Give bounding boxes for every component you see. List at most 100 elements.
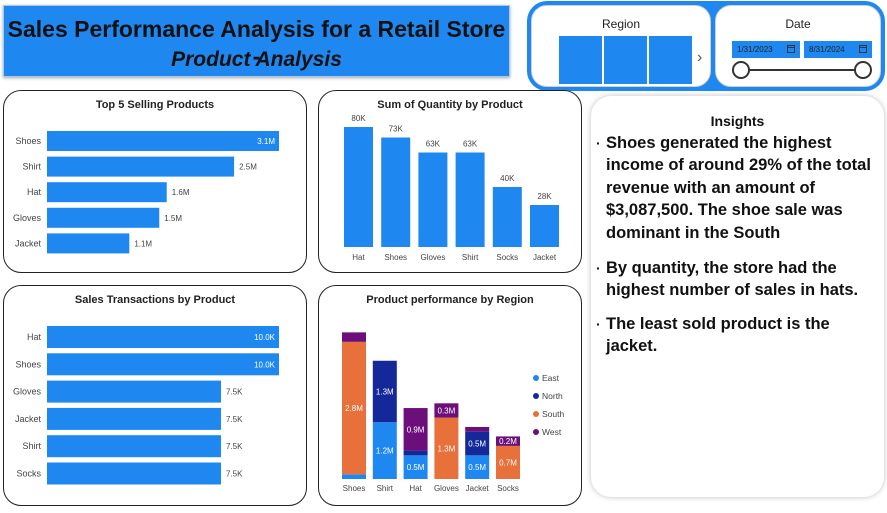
calendar-icon[interactable] — [859, 45, 867, 53]
transactions-card: Sales Transactions by Product Hat 10.0K Sh… — [3, 285, 307, 506]
chart-title: Sum of Quantity by Product — [377, 99, 523, 111]
bullet-icon: · — [596, 316, 601, 332]
bar-segment[interactable] — [403, 455, 428, 479]
category-label: Shirt — [22, 162, 41, 172]
bar[interactable] — [381, 137, 411, 248]
category-label: Shoes — [15, 359, 41, 369]
bar-segment[interactable] — [434, 403, 459, 418]
data-label: 1.6M — [172, 188, 190, 197]
bar-segment[interactable] — [465, 426, 490, 432]
region-performance-chart: 2.8M Shoes 1.2M 1.3M Shirt 0.5M 0.9M Hat 1.3M 0.3… — [342, 332, 564, 493]
category-label: Shoes — [384, 253, 407, 262]
bar[interactable] — [418, 152, 448, 248]
bar[interactable] — [530, 205, 559, 247]
quantity-chart: 80K Hat 73K Shoes 63K Gloves 63K Shirt 40K Socks 2… — [344, 114, 559, 262]
category-label: Jacket — [533, 253, 557, 262]
bar[interactable] — [47, 156, 235, 177]
bar-segment[interactable] — [434, 417, 459, 479]
region-tile[interactable] — [649, 36, 692, 84]
data-label: 1.3M — [438, 444, 456, 453]
bar[interactable] — [344, 127, 373, 247]
start-date-value: 1/31/2023 — [737, 45, 773, 54]
category-label: Hat — [27, 332, 42, 342]
bar-segment[interactable] — [403, 450, 428, 456]
insight-item: · The least sold product is the jacket. — [596, 313, 876, 358]
bar-segment[interactable] — [403, 408, 428, 451]
bar-segment[interactable] — [342, 474, 366, 479]
date-slider-start-handle[interactable] — [732, 61, 750, 79]
page-title: Sales Performance Analysis for a Retail … — [7, 16, 506, 69]
data-label: 0.5M — [407, 463, 425, 472]
bar[interactable] — [47, 207, 160, 228]
chart-title: Sales Transactions by Product — [74, 294, 236, 306]
category-label: Shoes — [343, 484, 366, 493]
date-slicer[interactable]: Date 1/31/2023 8/31/2024 — [715, 5, 881, 87]
category-label: Gloves — [13, 387, 42, 397]
bar-segment[interactable] — [342, 341, 366, 475]
insight-text: The least sold product is the jacket. — [606, 315, 830, 356]
legend-label: South — [542, 409, 564, 419]
page-title-banner: Sales Performance Analysis for a Retail … — [3, 5, 510, 77]
insight-text: Shoes generated the highest income of ar… — [606, 134, 871, 242]
data-label: 2.5M — [239, 163, 257, 172]
region-slicer[interactable]: Region › — [531, 5, 711, 87]
bar[interactable] — [47, 353, 279, 376]
category-label: Socks — [16, 469, 41, 479]
legend-label: East — [542, 373, 560, 383]
region-tile[interactable] — [559, 36, 602, 84]
data-label: 40K — [500, 174, 515, 183]
category-label: Jacket — [466, 484, 490, 493]
bar-segment[interactable] — [496, 445, 520, 479]
bar[interactable] — [47, 462, 221, 485]
calendar-icon[interactable] — [787, 45, 795, 53]
insight-text: By quantity, the store had the highest n… — [606, 259, 859, 300]
region-performance-card: Product performance by Region 2.8M Shoes 1… — [318, 285, 582, 506]
data-label: 7.5K — [226, 388, 243, 397]
end-date-input[interactable]: 8/31/2024 — [804, 41, 872, 58]
bar[interactable] — [47, 435, 221, 458]
region-slicer-title: Region — [601, 17, 641, 31]
date-slider-track[interactable] — [740, 69, 864, 71]
category-label: Gloves — [13, 213, 42, 223]
bar[interactable] — [47, 380, 221, 403]
data-label: 3.1M — [257, 137, 275, 146]
end-date-value: 8/31/2024 — [809, 45, 845, 54]
bar-segment[interactable] — [342, 332, 366, 342]
quantity-card: Sum of Quantity by Product 80K Hat 73K Shoe… — [318, 90, 582, 273]
bar[interactable] — [47, 233, 130, 254]
data-label: 1.3M — [376, 387, 394, 396]
data-label: 10.0K — [254, 360, 276, 369]
data-label: 7.5K — [226, 470, 243, 479]
date-slicer-title: Date — [785, 17, 811, 31]
legend-label: West — [542, 427, 562, 437]
filter-panel: Region › Date 1/31/2023 8/31/2024 — [527, 1, 885, 91]
chevron-right-icon[interactable]: › — [697, 49, 703, 66]
chart-title: Product performance by Region — [366, 294, 534, 306]
category-label: Hat — [409, 484, 422, 493]
data-label: 0.3M — [438, 406, 456, 415]
bar-segment[interactable] — [465, 431, 490, 456]
bar-segment[interactable] — [465, 455, 490, 479]
data-label: 0.2M — [499, 437, 517, 446]
date-slider-end-handle[interactable] — [854, 61, 872, 79]
bar[interactable] — [492, 187, 522, 247]
data-label: 2.8M — [345, 404, 363, 413]
legend-marker — [533, 411, 539, 417]
bar-segment[interactable] — [372, 360, 397, 423]
bar[interactable] — [47, 182, 167, 203]
page-subtitle: Product Analysis — [171, 48, 342, 71]
region-tile[interactable] — [604, 36, 647, 84]
data-label: 7.5K — [226, 442, 243, 451]
start-date-input[interactable]: 1/31/2023 — [732, 41, 800, 58]
legend-label: North — [542, 391, 563, 401]
bar-segment[interactable] — [372, 422, 397, 479]
bullet-icon: · — [596, 135, 601, 151]
bar[interactable] — [47, 407, 221, 430]
category-label: Shirt — [22, 441, 41, 451]
transactions-chart: Hat 10.0K Shoes 10.0K Gloves 7.5K Jacket 7.5K Sh… — [13, 326, 279, 485]
bar-segment[interactable] — [496, 436, 520, 446]
bar[interactable] — [47, 326, 279, 348]
data-label: 0.7M — [499, 458, 517, 467]
bar[interactable] — [455, 152, 485, 248]
bar[interactable] — [47, 131, 279, 151]
